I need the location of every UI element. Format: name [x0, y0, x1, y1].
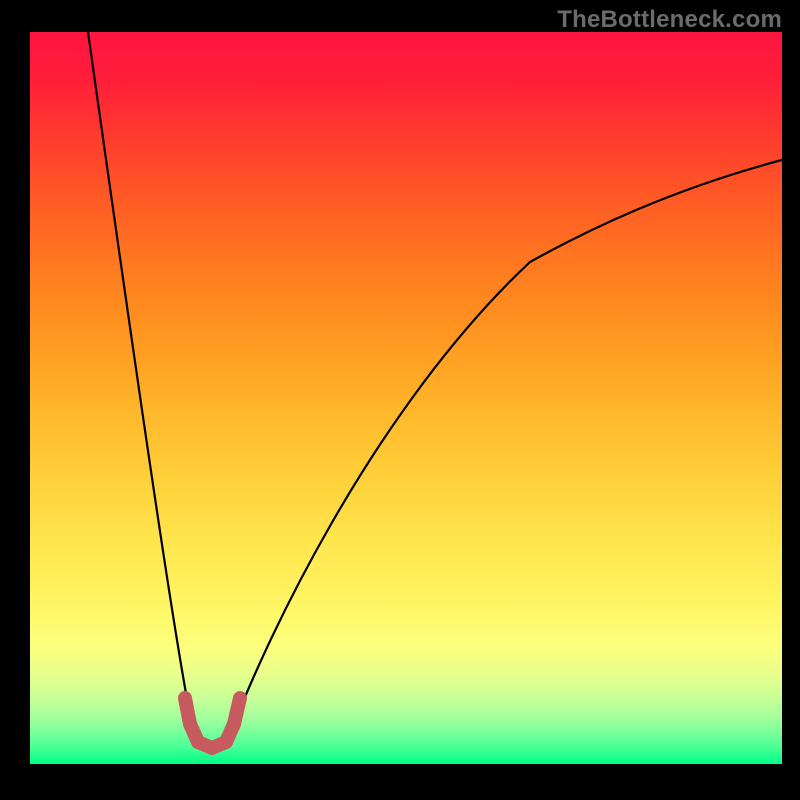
- watermark-text: TheBottleneck.com: [557, 6, 782, 34]
- frame-left: [0, 0, 30, 800]
- frame-bottom: [0, 764, 800, 800]
- optimal-range-marker: [30, 32, 782, 764]
- plot-area: [30, 32, 782, 764]
- frame-right: [782, 0, 800, 800]
